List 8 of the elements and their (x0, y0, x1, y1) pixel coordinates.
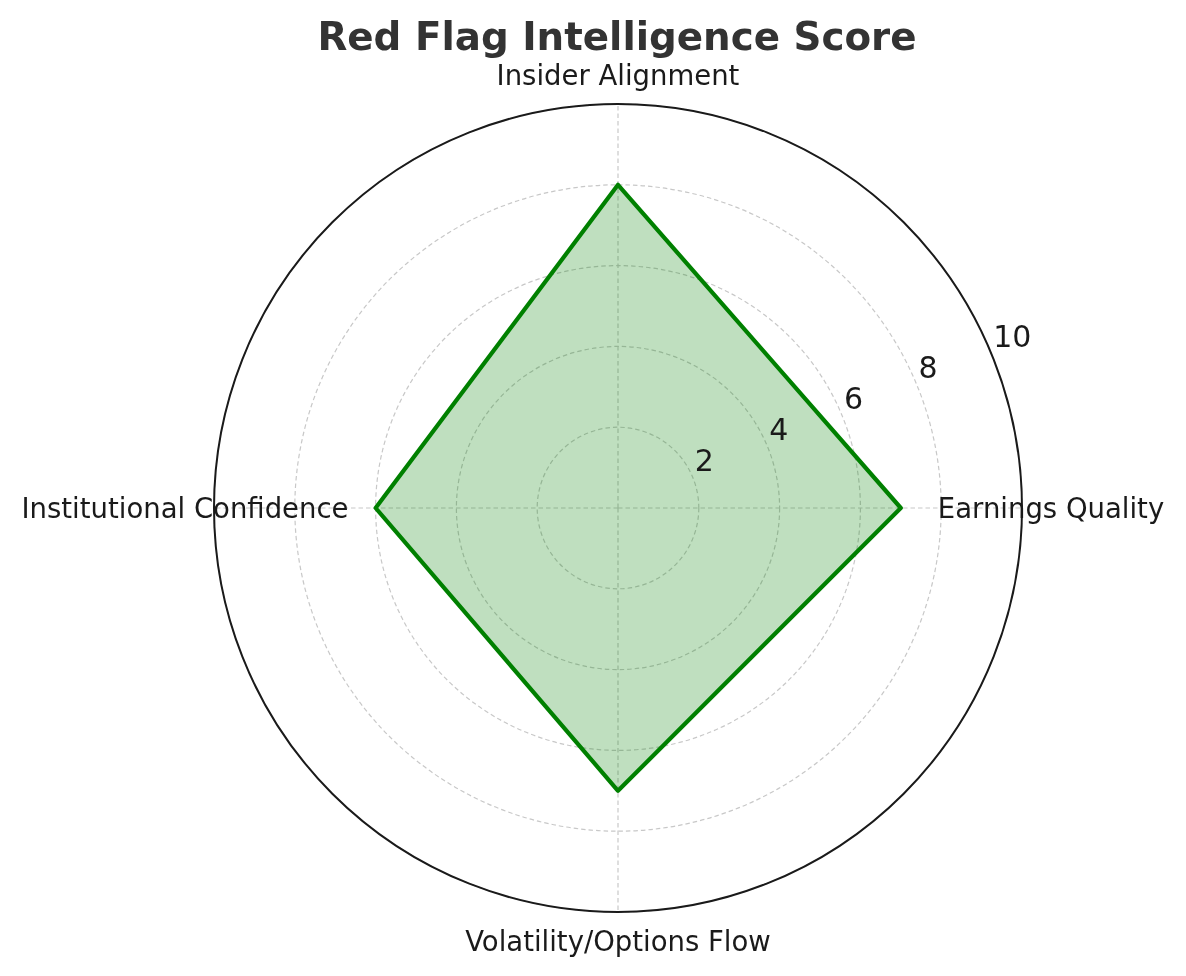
spoke-label: Insider Alignment (496, 59, 740, 91)
y-tick-label: 10 (993, 319, 1032, 355)
spoke-label: Volatility/Options Flow (465, 925, 771, 957)
y-tick-label: 8 (918, 350, 938, 386)
chart-title: Red Flag Intelligence Score (317, 14, 917, 59)
y-tick-label: 4 (769, 412, 789, 448)
y-tick-label: 2 (694, 443, 714, 479)
y-tick-label: 6 (843, 381, 864, 417)
